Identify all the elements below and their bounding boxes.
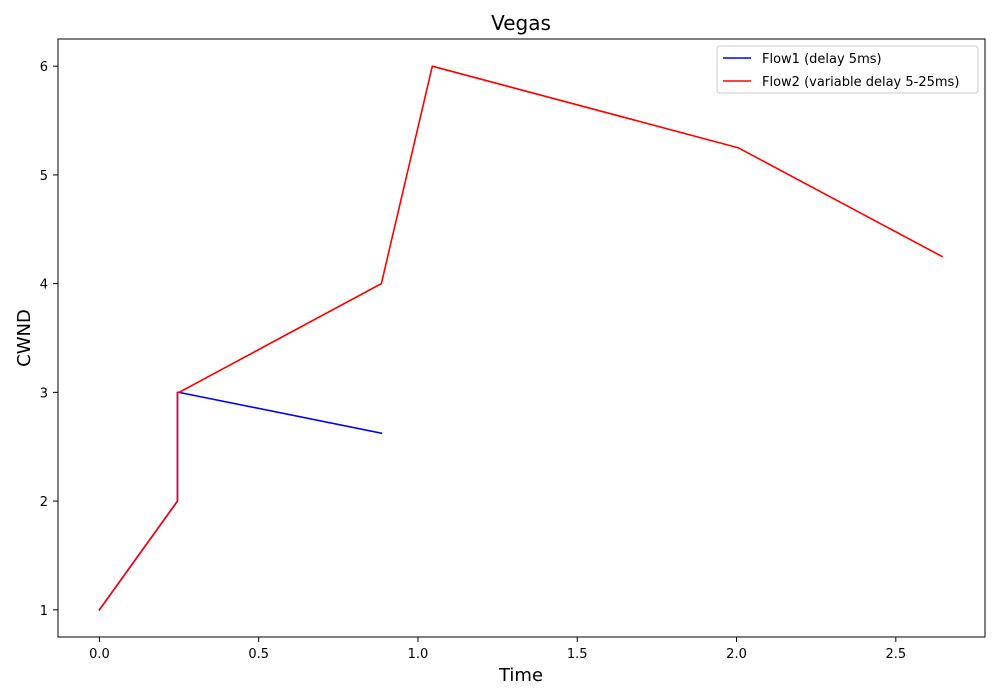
y-axis-label: CWND — [14, 309, 35, 367]
y-axis: 1 2 3 4 5 6 — [40, 60, 58, 619]
series-line-flow1 — [98, 391, 383, 611]
chart-title: Vegas — [491, 11, 551, 35]
y-tick-label: 4 — [40, 278, 48, 293]
legend: Flow1 (delay 5ms) Flow2 (variable delay 5… — [716, 45, 979, 94]
y-tick-label: 2 — [40, 495, 48, 510]
x-tick-label: 2.0 — [726, 647, 747, 662]
legend-label: Flow1 (delay 5ms) — [762, 52, 882, 67]
x-tick-label: 1.5 — [567, 647, 588, 662]
y-tick-label: 3 — [40, 386, 48, 401]
y-tick-label: 6 — [40, 60, 48, 75]
legend-box — [716, 45, 979, 94]
y-tick-label: 5 — [40, 169, 48, 184]
x-tick-label: 2.5 — [885, 647, 906, 662]
y-tick-label: 1 — [40, 604, 48, 619]
x-axis-label: Time — [498, 665, 543, 686]
series-layer — [98, 65, 944, 611]
series-line-flow2 — [98, 65, 944, 611]
x-tick-label: 1.0 — [408, 647, 429, 662]
legend-label: Flow2 (variable delay 5-25ms) — [762, 75, 959, 90]
x-tick-label: 0.0 — [89, 647, 110, 662]
x-tick-label: 0.5 — [248, 647, 269, 662]
plot-frame — [57, 38, 986, 638]
x-axis: 0.0 0.5 1.0 1.5 2.0 2.5 — [89, 637, 906, 662]
